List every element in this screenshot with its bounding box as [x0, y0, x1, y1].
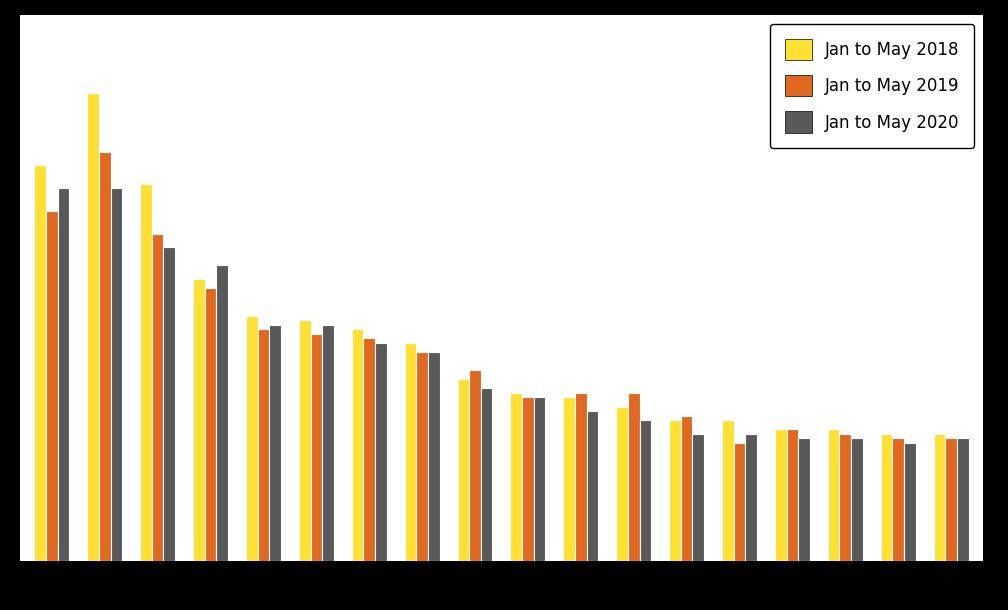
Bar	[775, 429, 786, 561]
Bar	[458, 379, 469, 561]
Bar	[246, 315, 258, 561]
Bar	[563, 398, 575, 561]
Bar	[522, 398, 534, 561]
Bar	[840, 434, 851, 561]
Bar	[194, 279, 205, 561]
Bar	[404, 343, 416, 561]
Bar	[786, 429, 798, 561]
Bar	[364, 339, 375, 561]
Bar	[140, 184, 152, 561]
Bar	[205, 289, 217, 561]
Bar	[299, 320, 310, 561]
Bar	[881, 434, 892, 561]
Bar	[957, 439, 969, 561]
Bar	[828, 429, 840, 561]
Bar	[510, 393, 522, 561]
Bar	[798, 439, 809, 561]
Bar	[481, 389, 493, 561]
Bar	[258, 329, 269, 561]
Bar	[722, 420, 734, 561]
Legend: Jan to May 2018, Jan to May 2019, Jan to May 2020: Jan to May 2018, Jan to May 2019, Jan to…	[770, 24, 975, 148]
Bar	[734, 443, 745, 561]
Bar	[375, 343, 387, 561]
Bar	[680, 415, 692, 561]
Bar	[310, 334, 323, 561]
Bar	[217, 265, 228, 561]
Bar	[692, 434, 704, 561]
Bar	[616, 406, 628, 561]
Bar	[352, 329, 364, 561]
Bar	[163, 247, 175, 561]
Bar	[269, 325, 281, 561]
Bar	[851, 439, 863, 561]
Bar	[892, 439, 904, 561]
Bar	[946, 439, 957, 561]
Bar	[88, 93, 99, 561]
Bar	[57, 188, 70, 561]
Bar	[933, 434, 946, 561]
Bar	[111, 188, 122, 561]
Bar	[639, 420, 651, 561]
Bar	[628, 393, 639, 561]
Bar	[416, 352, 428, 561]
Bar	[745, 434, 757, 561]
Bar	[534, 398, 545, 561]
Bar	[575, 393, 587, 561]
Bar	[34, 165, 46, 561]
Bar	[587, 411, 599, 561]
Bar	[323, 325, 334, 561]
Bar	[99, 152, 111, 561]
Bar	[46, 211, 57, 561]
Bar	[904, 443, 915, 561]
Bar	[669, 420, 680, 561]
Bar	[469, 370, 481, 561]
Bar	[152, 234, 163, 561]
Bar	[428, 352, 439, 561]
